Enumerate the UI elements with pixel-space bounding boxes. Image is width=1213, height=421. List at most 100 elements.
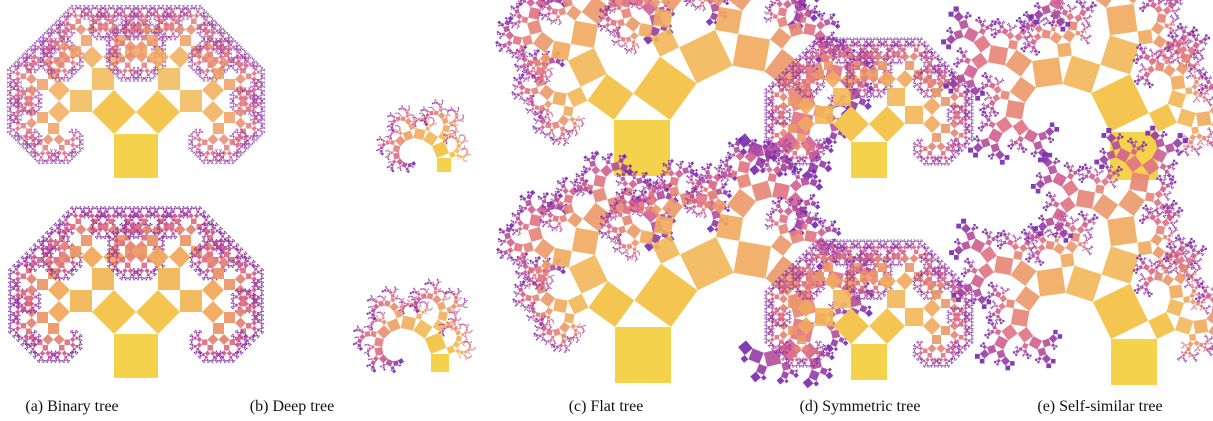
tree-square <box>52 53 53 54</box>
tree-square <box>70 60 76 66</box>
tree-square <box>7 114 8 115</box>
tree-square <box>21 85 22 86</box>
tree-square <box>544 100 552 108</box>
tree-square <box>19 102 20 103</box>
tree-square <box>120 80 121 81</box>
tree-square <box>165 12 166 13</box>
tree-square <box>48 123 59 134</box>
tree-square <box>197 33 198 34</box>
tree-square <box>237 159 238 160</box>
tree-square <box>387 157 389 159</box>
tree-square <box>511 91 514 94</box>
tree-square <box>161 45 164 48</box>
tree-square <box>201 8 202 9</box>
tree-square <box>551 22 553 24</box>
tree-square <box>257 71 260 74</box>
tree-square <box>232 133 233 134</box>
tree-square <box>23 107 26 110</box>
tree-square <box>191 19 197 25</box>
tree-square <box>150 6 151 7</box>
tree-square <box>246 107 252 113</box>
tree-square <box>232 39 233 40</box>
tree-square <box>258 63 259 64</box>
tree-square <box>12 129 15 132</box>
tree-square <box>95 36 96 37</box>
tree-square <box>190 5 191 6</box>
tree-square <box>35 52 36 53</box>
tree-square <box>154 10 155 11</box>
tree-square <box>502 32 506 36</box>
tree-square <box>245 134 246 135</box>
tree-square <box>186 5 187 6</box>
tree-square <box>435 100 436 101</box>
tree-square <box>43 35 44 36</box>
tree-square <box>190 135 191 136</box>
tree-square <box>11 65 12 66</box>
tree-square <box>408 163 412 167</box>
tree-square <box>41 136 42 137</box>
tree-square <box>76 72 77 73</box>
tree-square <box>142 5 143 6</box>
tree-square <box>41 53 42 54</box>
tree-square <box>262 67 263 68</box>
tree-square <box>41 36 42 37</box>
tree-square <box>34 145 35 146</box>
tree-square <box>264 103 265 104</box>
tree-square <box>263 111 264 112</box>
tree-square <box>10 127 13 130</box>
tree-square <box>34 72 35 73</box>
tree-square <box>60 163 61 164</box>
tree-square <box>227 32 228 33</box>
tree-square <box>115 32 116 33</box>
tree-square <box>47 162 48 163</box>
tree-square <box>7 103 8 104</box>
tree-square <box>29 152 30 153</box>
tree-square <box>69 36 70 37</box>
tree-square <box>34 96 37 99</box>
tree-square <box>14 104 15 105</box>
tree-square <box>555 21 556 22</box>
tree-square <box>548 76 549 77</box>
tree-square <box>202 49 203 50</box>
tree-square <box>264 106 265 107</box>
tree-square <box>107 36 108 37</box>
tree-square <box>577 125 579 127</box>
tree-square <box>236 130 237 131</box>
tree-square <box>7 77 8 78</box>
tree-square <box>15 98 18 101</box>
tree-square <box>395 113 396 114</box>
tree-square <box>231 54 232 55</box>
tree-square <box>221 28 222 29</box>
tree-square <box>70 161 71 162</box>
tree-square <box>199 6 200 7</box>
tree-square <box>67 162 68 163</box>
tree-square <box>208 80 209 81</box>
tree-square <box>202 79 224 101</box>
tree-square <box>241 101 247 107</box>
tree-square <box>202 46 205 49</box>
tree-square <box>142 6 143 7</box>
tree-square <box>551 8 558 15</box>
tree-square <box>166 6 167 7</box>
tree-square <box>7 95 8 96</box>
tree-square <box>191 61 194 64</box>
tree-square <box>70 78 71 79</box>
tree-square <box>171 5 172 6</box>
tree-square <box>515 78 518 81</box>
tree-square <box>212 23 213 24</box>
tree-square <box>252 71 258 77</box>
tree-square <box>517 20 522 25</box>
tree-square <box>74 157 75 158</box>
tree-square <box>40 135 41 136</box>
tree-square <box>51 35 52 36</box>
tree-square <box>467 140 468 141</box>
tree-square <box>40 94 41 95</box>
tree-square <box>22 142 25 145</box>
tree-square <box>115 12 116 13</box>
tree-square <box>51 67 52 68</box>
tree-square <box>9 134 10 135</box>
tree-square <box>154 68 155 69</box>
tree-square <box>109 58 110 59</box>
tree-square <box>37 105 40 108</box>
tree-square <box>56 156 57 157</box>
